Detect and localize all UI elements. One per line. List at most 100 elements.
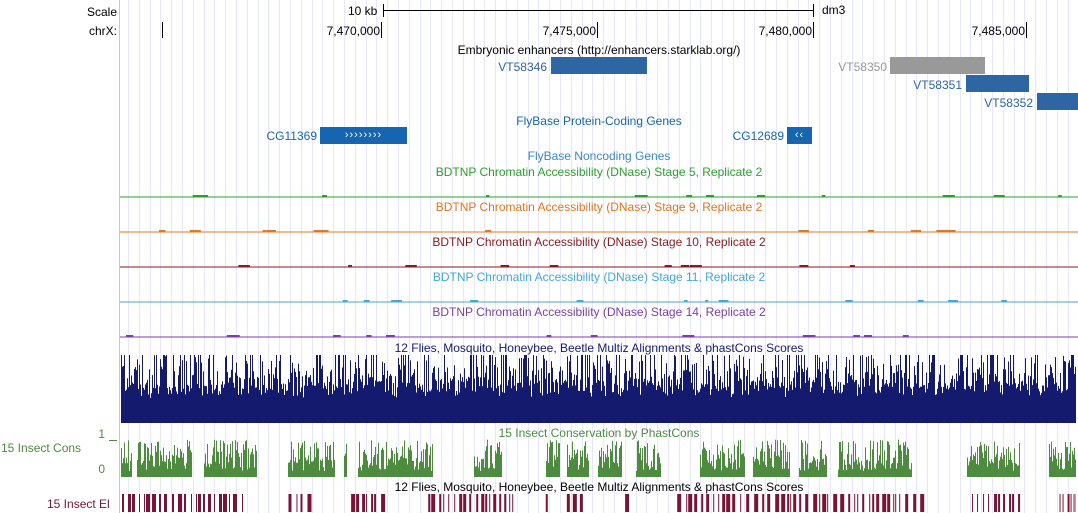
multiz-bar	[362, 375, 363, 423]
phastcons-bar	[385, 469, 386, 477]
multiz-bar	[132, 382, 133, 423]
phastcons-bar	[412, 460, 413, 477]
multiz-bar	[626, 371, 627, 423]
enhancer-label-vt58350[interactable]: VT58350	[838, 60, 887, 74]
phastcons-bar	[124, 442, 125, 477]
phastcons-bar	[303, 470, 304, 477]
multiz-bar	[226, 355, 227, 423]
multiz-bar	[1061, 392, 1062, 423]
multiz-bar	[172, 388, 173, 423]
multiz-bar	[1069, 360, 1070, 423]
multiz-bar	[212, 393, 213, 423]
phastcons-bar	[181, 451, 182, 477]
grid-line	[841, 0, 842, 513]
dnase-signal-peak	[470, 300, 479, 302]
enhancer-label-vt58351[interactable]: VT58351	[913, 78, 962, 92]
dnase-stage10-title[interactable]: BDTNP Chromatin Accessibility (DNase) St…	[432, 235, 766, 249]
enhancer-label-vt58352[interactable]: VT58352	[984, 96, 1033, 110]
multiz-bar	[897, 371, 898, 423]
dnase-stage9-title[interactable]: BDTNP Chromatin Accessibility (DNase) St…	[435, 200, 763, 214]
enhancer-label-vt58346[interactable]: VT58346	[498, 60, 547, 74]
elements-track-title[interactable]: 12 Flies, Mosquito, Honeybee, Beetle Mul…	[394, 480, 804, 494]
phastcons-bar	[900, 444, 901, 477]
conserved-element	[489, 494, 491, 512]
gene-label-cg12689[interactable]: CG12689	[732, 129, 784, 143]
gene-cg11369[interactable]: ››››››››	[320, 127, 407, 144]
multiz-bar	[643, 381, 644, 423]
dnase-stage11-title[interactable]: BDTNP Chromatin Accessibility (DNase) St…	[432, 270, 766, 284]
phastcons-bar	[319, 470, 320, 477]
multiz-bar	[628, 380, 629, 423]
phastcons-bar	[162, 461, 163, 477]
phastcons-bar	[1005, 466, 1006, 477]
multiz-bar	[403, 355, 404, 423]
gene-cg12689[interactable]: ‹‹	[787, 127, 812, 144]
phastcons-bar	[879, 455, 880, 477]
conserved-element	[214, 494, 215, 512]
flybase-noncoding-track-title[interactable]: FlyBase Noncoding Genes	[527, 149, 671, 163]
dnase-signal-peak	[546, 335, 552, 337]
grid-line	[171, 0, 172, 513]
flybase-coding-track-title[interactable]: FlyBase Protein-Coding Genes	[516, 114, 682, 128]
phastcons-side-label[interactable]: 15 Insect Cons	[1, 441, 82, 455]
multiz-track-title[interactable]: 12 Flies, Mosquito, Honeybee, Beetle Mul…	[394, 341, 804, 355]
multiz-bar	[431, 389, 432, 423]
dnase-stage14-title[interactable]: BDTNP Chromatin Accessibility (DNase) St…	[432, 305, 766, 319]
phastcons-bar	[851, 454, 852, 477]
gene-label-cg11369[interactable]: CG11369	[266, 129, 317, 143]
enhancer-vt58351[interactable]	[966, 75, 1029, 92]
phastcons-bar	[211, 464, 212, 477]
phastcons-bar	[151, 443, 152, 477]
multiz-bar	[505, 355, 506, 423]
multiz-bar	[445, 372, 446, 423]
multiz-bar	[688, 359, 689, 423]
phastcons-bar	[206, 466, 207, 477]
phastcons-bar	[659, 457, 660, 477]
dnase-stage5-title[interactable]: BDTNP Chromatin Accessibility (DNase) St…	[435, 165, 763, 179]
conserved-element	[128, 494, 131, 512]
conserved-element	[694, 494, 698, 512]
multiz-bar	[484, 377, 485, 423]
multiz-bar	[746, 376, 747, 423]
enhancers-track-title[interactable]: Embryonic enhancers (http://enhancers.st…	[457, 43, 741, 57]
phastcons-bar	[808, 468, 809, 477]
conserved-element	[706, 494, 710, 512]
multiz-bar	[955, 389, 956, 423]
phastcons-bar	[769, 448, 770, 477]
multiz-bar	[794, 370, 795, 423]
dnase-signal-peak	[864, 335, 873, 337]
multiz-bar	[585, 355, 586, 423]
phastcons-bar	[485, 450, 486, 477]
dnase-signal-peak	[266, 230, 276, 232]
phastcons-bar	[171, 469, 172, 477]
multiz-bar	[1045, 364, 1046, 423]
phastcons-axis-max: 1	[98, 427, 105, 441]
phastcons-bar	[163, 447, 164, 477]
grid-line	[636, 0, 637, 513]
phastcons-track-title[interactable]: 15 Insect Conservation by PhastCons	[498, 426, 700, 440]
conserved-element	[787, 494, 790, 512]
multiz-bar	[360, 379, 361, 423]
multiz-bar	[217, 371, 218, 423]
phastcons-bar	[707, 460, 708, 477]
multiz-bar	[806, 370, 807, 423]
phastcons-bar	[235, 440, 236, 477]
phastcons-bar	[856, 459, 857, 477]
enhancer-vt58352[interactable]	[1037, 93, 1078, 110]
enhancer-vt58346[interactable]	[551, 57, 647, 74]
multiz-bar	[240, 378, 241, 423]
multiz-bar	[664, 374, 665, 423]
phastcons-bar	[383, 449, 384, 477]
dnase-signal-peak	[386, 335, 395, 337]
multiz-bar	[166, 355, 167, 423]
multiz-bar	[578, 390, 579, 423]
phastcons-bar	[598, 465, 599, 477]
elements-side-label[interactable]: 15 Insect El	[47, 497, 110, 511]
conserved-element	[1012, 494, 1015, 512]
multiz-bar	[836, 355, 837, 423]
multiz-bar	[441, 379, 442, 423]
multiz-bar	[903, 394, 904, 423]
enhancer-vt58350[interactable]	[890, 57, 985, 74]
phastcons-bar	[839, 442, 840, 477]
multiz-bar	[647, 380, 648, 423]
